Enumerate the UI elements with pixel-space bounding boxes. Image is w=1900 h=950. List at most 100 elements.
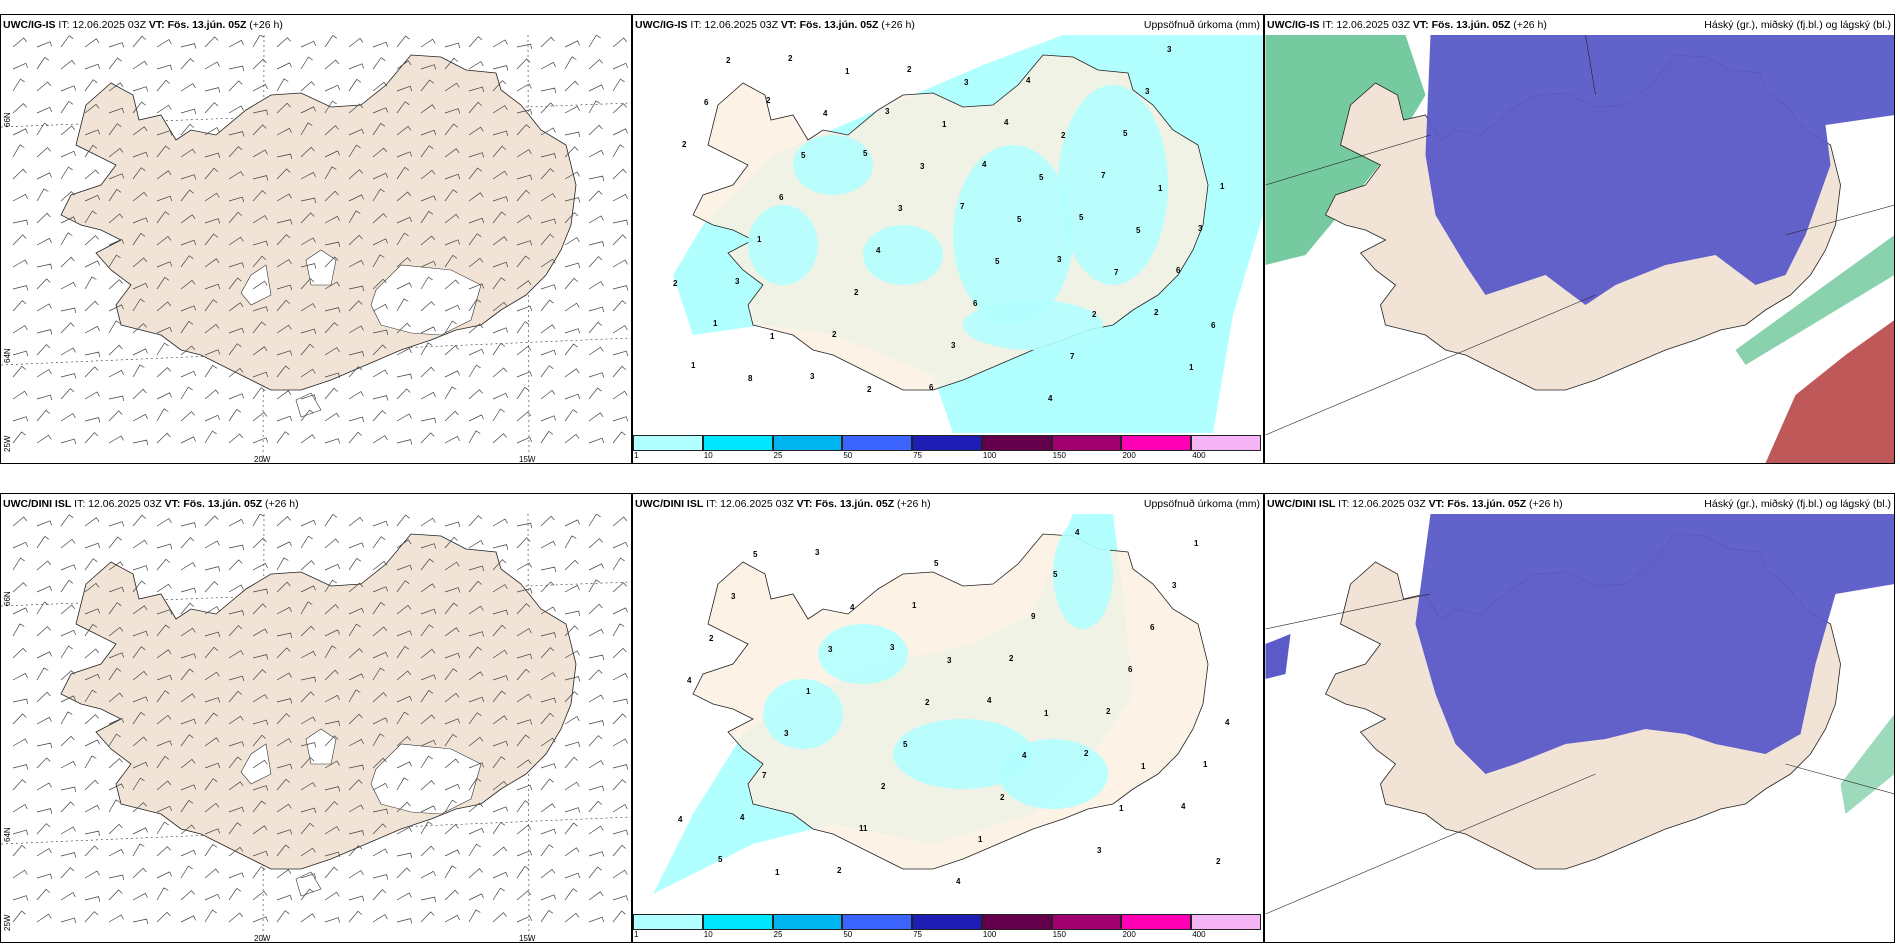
wind-barb (396, 867, 411, 879)
wind-barb (588, 149, 604, 158)
wind-barb (60, 413, 76, 422)
wind-barb (36, 147, 51, 158)
wind-barb (204, 646, 218, 659)
wind-barb (84, 714, 99, 725)
wind-barb (540, 894, 557, 901)
wind-barb (276, 763, 293, 770)
wind-barb (420, 689, 434, 703)
wind-barb (84, 366, 99, 378)
wind-barb (300, 913, 316, 923)
precip-value: 7 (1114, 268, 1119, 277)
wind-barb (228, 105, 244, 114)
wind-barb (252, 437, 269, 444)
wind-barb (228, 65, 244, 72)
wind-barb (252, 124, 267, 136)
wind-barb (108, 783, 124, 791)
wind-barb (540, 102, 555, 114)
precip-value: 1 (691, 361, 696, 370)
wind-barb (516, 411, 532, 422)
wind-barb (540, 828, 557, 835)
colorbar-label: 100 (982, 451, 997, 460)
wind-barb (612, 325, 628, 334)
wind-barb (204, 364, 218, 378)
wind-barb (60, 917, 77, 924)
cloud-panel-top: UWC/IG-IS IT: 12.06.2025 03Z VT: Fös. 13… (1264, 14, 1895, 464)
wind-barb (540, 763, 557, 769)
wind-barb (252, 603, 267, 615)
wind-barb (372, 107, 389, 114)
wind-barb (108, 304, 124, 312)
wind-barb (492, 408, 505, 422)
wind-barb (396, 604, 412, 615)
wind-barb (444, 386, 457, 400)
lon-label-15w: 15W (519, 934, 536, 943)
wind-barb (156, 714, 172, 725)
wind-barb (564, 610, 580, 617)
wind-barb (516, 386, 530, 400)
wind-barb (324, 35, 338, 48)
precip-title: Uppsöfnuð úrkoma (mm) (1143, 498, 1260, 510)
wind-barb (132, 257, 148, 268)
wind-barb (612, 62, 629, 70)
wind-barb (180, 255, 194, 268)
wind-barb (132, 646, 146, 659)
wind-barb (348, 78, 362, 92)
wind-barb (444, 536, 458, 549)
wind-barb (492, 846, 508, 857)
wind-barb (588, 175, 604, 182)
wind-barb (564, 822, 578, 835)
wind-barb (12, 804, 28, 813)
wind-barb (12, 168, 27, 180)
colorbar-cell (702, 435, 773, 451)
wind-barb (36, 56, 50, 70)
wind-barb (60, 695, 76, 703)
wind-barb (396, 191, 412, 202)
wind-barb (60, 322, 75, 334)
wind-barb (372, 874, 389, 880)
wind-barb (396, 670, 412, 681)
wind-barb (108, 369, 124, 378)
wind-barb (180, 174, 197, 180)
wind-barb (564, 872, 581, 879)
wind-barb (564, 716, 580, 725)
wind-barb (492, 80, 507, 92)
wind-barb (156, 780, 172, 791)
wind-barb (276, 193, 292, 202)
wind-barb (60, 85, 77, 92)
wind-barb (540, 581, 555, 593)
wind-barb (300, 328, 317, 335)
wind-barb (420, 714, 436, 725)
precip-value: 4 (1181, 802, 1186, 811)
wind-barb (132, 761, 149, 769)
wind-barb (300, 394, 317, 400)
wind-barb (300, 585, 316, 593)
wind-barb (84, 129, 101, 136)
wind-barb (324, 579, 337, 593)
wind-barb (156, 821, 169, 835)
wind-barb (156, 674, 173, 681)
wind-barb (372, 41, 389, 48)
wind-barb (204, 430, 217, 444)
iceland-land (60, 54, 577, 391)
wind-barb (588, 669, 603, 681)
wind-barb (84, 739, 100, 747)
wind-barb (12, 698, 28, 705)
wind-barb (252, 58, 267, 70)
colorbar-label: 25 (773, 451, 783, 460)
wind-barb (300, 716, 316, 725)
wind-barb (300, 519, 317, 527)
wind-barb (612, 285, 629, 291)
wind-barb (396, 761, 412, 769)
wind-barb (348, 516, 364, 527)
wind-barb (180, 799, 194, 813)
wind-barb (444, 42, 461, 49)
wind-barb (228, 146, 243, 158)
wind-barb (276, 516, 291, 527)
wind-barb (228, 781, 244, 791)
wind-barb (492, 170, 508, 180)
wind-barb (276, 844, 290, 857)
wind-barb (84, 276, 97, 290)
wind-barb (180, 386, 193, 400)
wind-barb (60, 538, 76, 549)
wind-barb (276, 894, 293, 901)
